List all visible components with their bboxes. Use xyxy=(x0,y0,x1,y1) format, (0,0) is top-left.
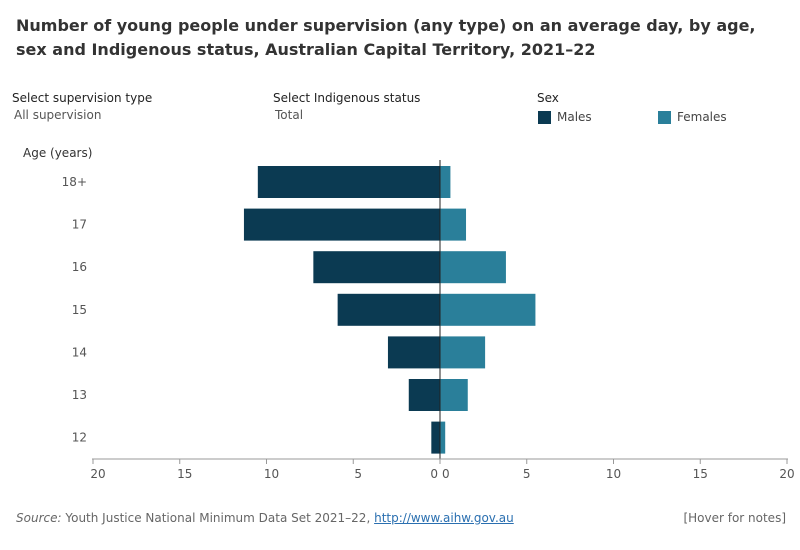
x-tick-label-right: 10 xyxy=(606,467,621,481)
source-label: Source: xyxy=(16,511,62,525)
x-tick-label-right: 5 xyxy=(523,467,531,481)
bar-females-15[interactable] xyxy=(440,293,536,326)
x-tick-label-right: 0 xyxy=(442,467,450,481)
x-tick-label-left: 15 xyxy=(177,467,192,481)
y-tick-label: 13 xyxy=(72,388,87,402)
supervision-type-label: Select supervision type xyxy=(12,91,153,105)
bar-males-16[interactable] xyxy=(313,251,440,284)
chart-title: Number of young people under supervision… xyxy=(16,16,756,59)
source-note: Source: Youth Justice National Minimum D… xyxy=(16,511,514,525)
legend-label-males: Males xyxy=(557,110,592,124)
y-tick-label: 14 xyxy=(72,345,87,359)
bar-females-13[interactable] xyxy=(440,379,468,411)
bar-males-14[interactable] xyxy=(387,336,440,369)
bar-males-15[interactable] xyxy=(337,293,440,326)
bar-males-17[interactable] xyxy=(243,208,440,241)
legend-item-females[interactable]: Females xyxy=(658,110,727,124)
source-text: Youth Justice National Minimum Data Set … xyxy=(65,511,371,525)
indigenous-status-select[interactable]: Total xyxy=(275,108,304,122)
x-tick-label-left: 20 xyxy=(90,467,105,481)
x-tick-label-right: 20 xyxy=(779,467,794,481)
bar-females-16[interactable] xyxy=(440,251,506,284)
x-tick-label-right: 15 xyxy=(693,467,708,481)
legend-item-males[interactable]: Males xyxy=(538,110,592,124)
y-tick-label: 16 xyxy=(72,260,87,274)
bar-females-17[interactable] xyxy=(440,208,467,241)
y-tick-label: 17 xyxy=(72,218,87,232)
y-tick-label: 18+ xyxy=(62,175,87,189)
y-axis-label: Age (years) xyxy=(23,146,92,160)
hover-notes[interactable]: [Hover for notes] xyxy=(683,511,786,525)
source-link[interactable]: http://www.aihw.gov.au xyxy=(374,511,514,525)
bar-females-18+[interactable] xyxy=(440,166,451,198)
x-tick-label-left: 10 xyxy=(264,467,279,481)
bar-males-13[interactable] xyxy=(408,379,440,411)
legend-swatch-males xyxy=(538,110,551,124)
bar-males-12[interactable] xyxy=(431,421,440,454)
supervision-type-select[interactable]: All supervision xyxy=(14,108,102,122)
legend-label-females: Females xyxy=(677,110,727,124)
x-tick-label-left: 0 xyxy=(430,467,438,481)
bar-females-14[interactable] xyxy=(440,336,486,369)
bar-males-18+[interactable] xyxy=(257,166,440,198)
bar-females-12[interactable] xyxy=(440,421,446,454)
x-tick-label-left: 5 xyxy=(354,467,362,481)
y-tick-label: 15 xyxy=(72,303,87,317)
legend-swatch-females xyxy=(658,110,671,124)
legend-title: Sex xyxy=(537,91,559,105)
y-tick-label: 12 xyxy=(72,431,87,445)
indigenous-status-label: Select Indigenous status xyxy=(273,91,421,105)
